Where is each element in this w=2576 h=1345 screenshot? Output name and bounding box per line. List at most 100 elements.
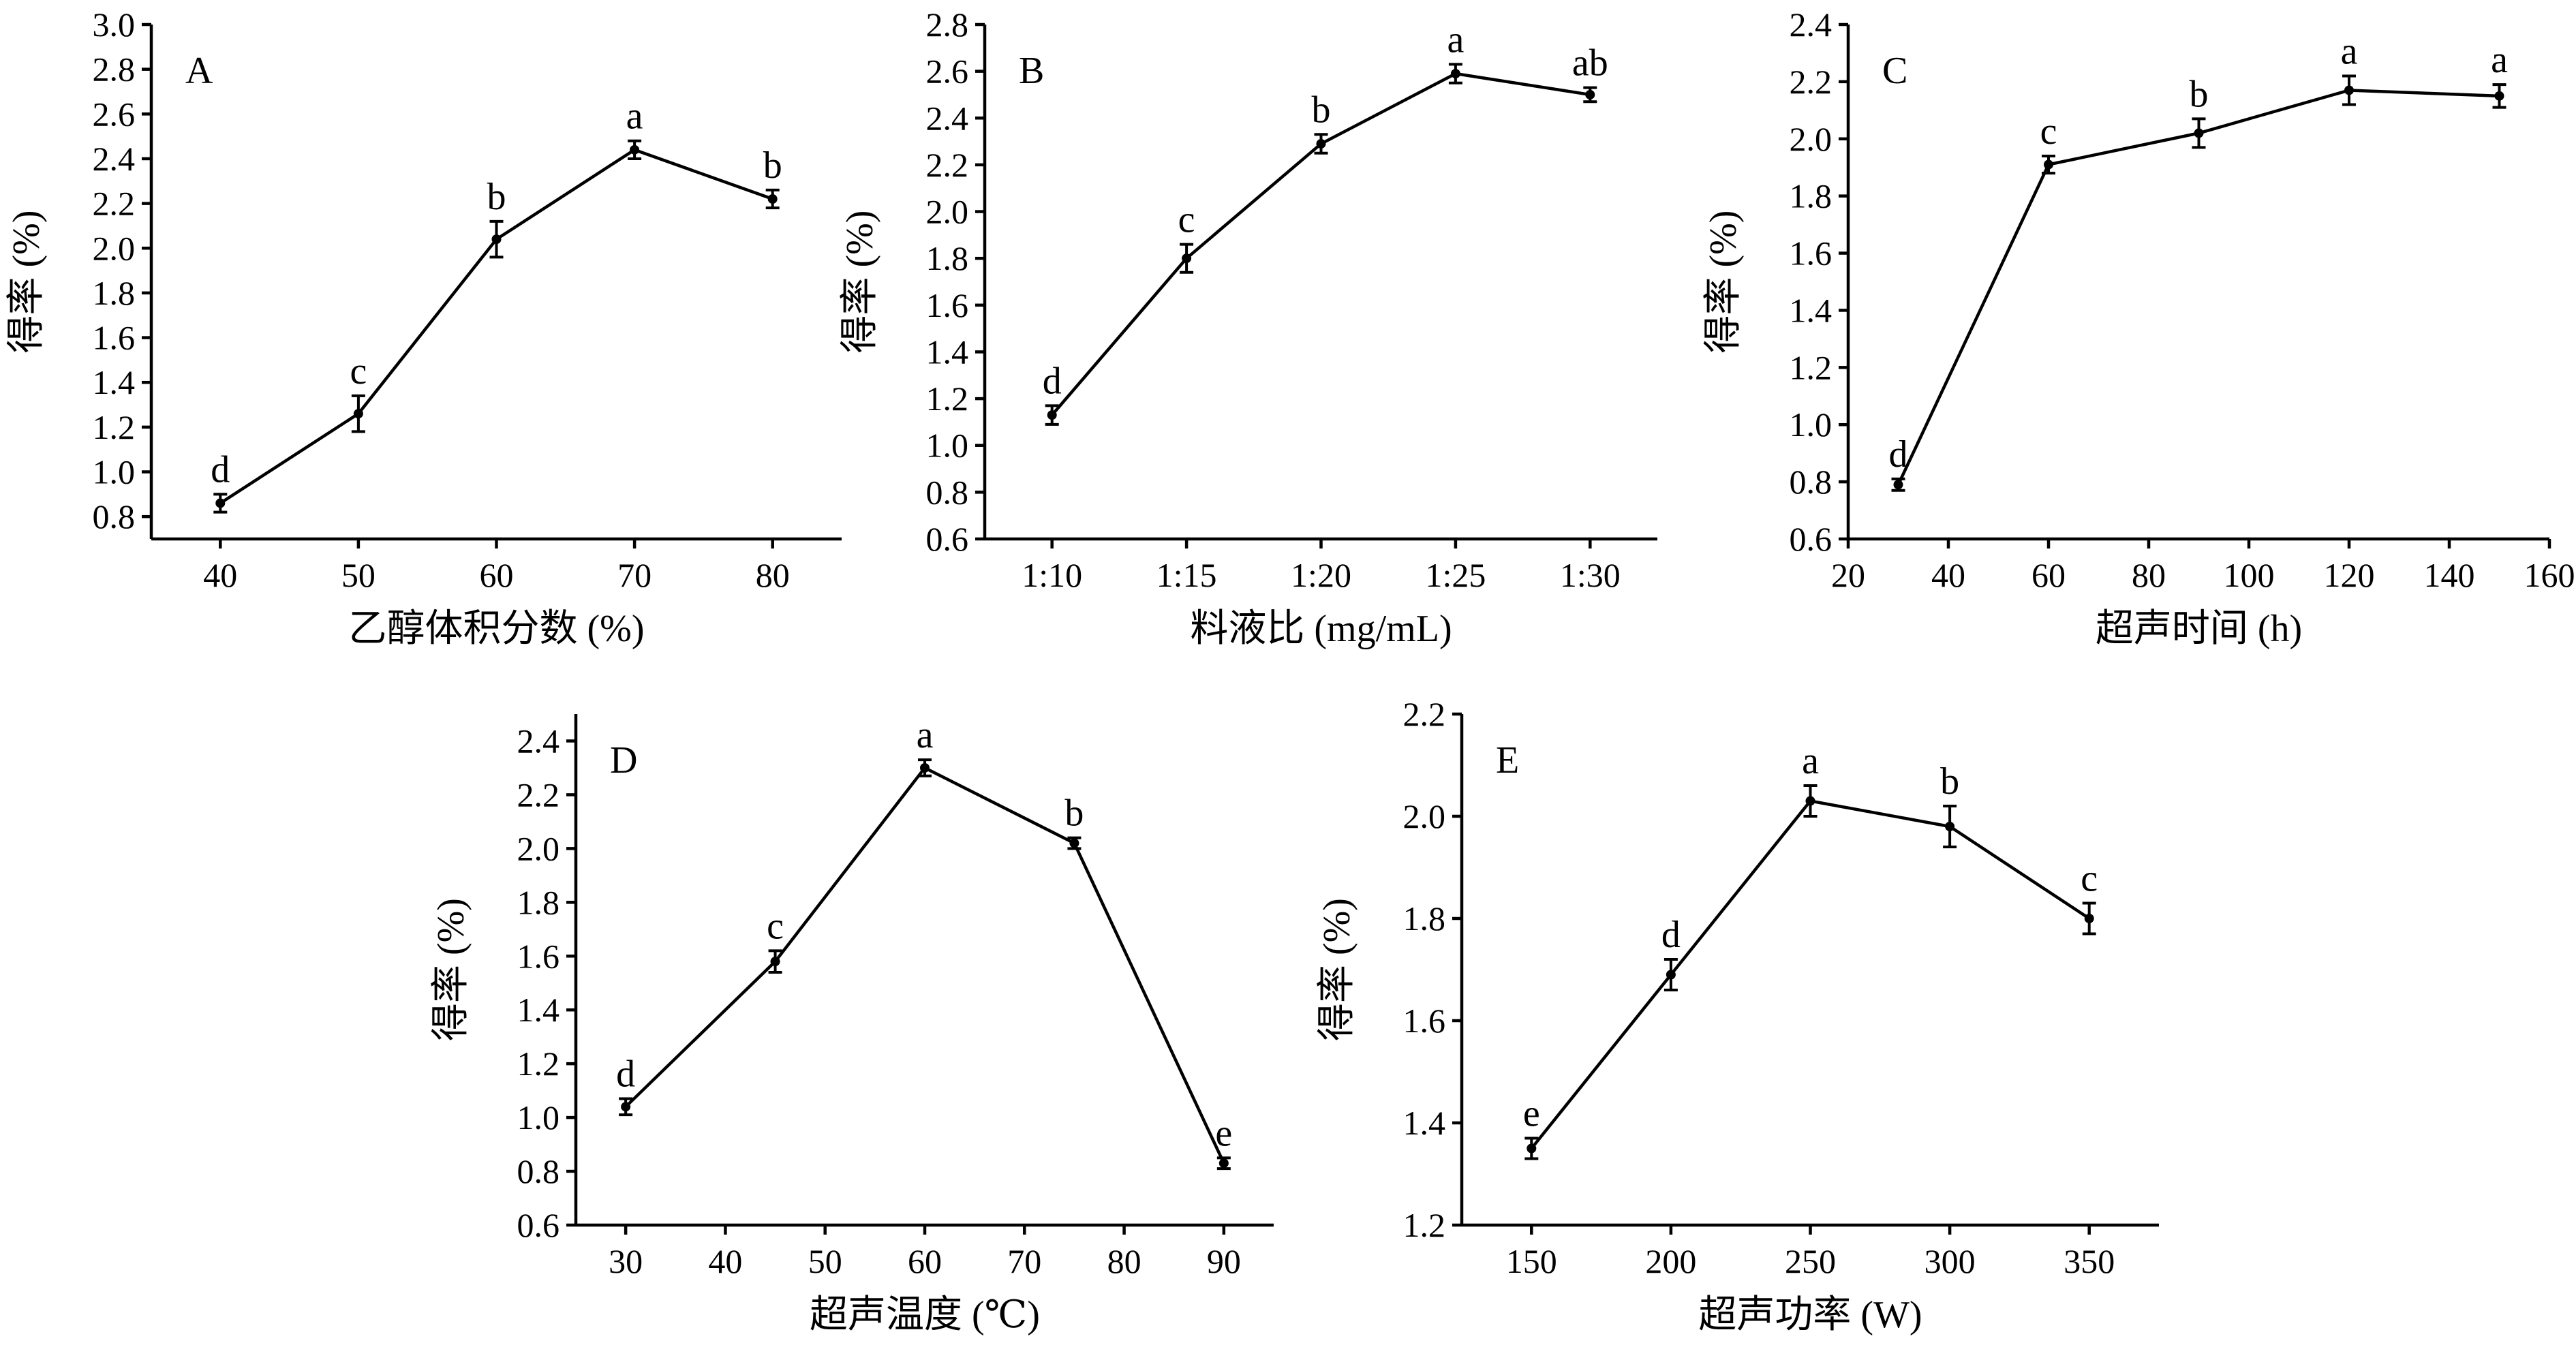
data-point	[353, 409, 363, 419]
data-point	[1182, 253, 1192, 264]
data-point	[1666, 970, 1676, 980]
y-tick-label: 1.6	[517, 937, 560, 975]
x-tick-label: 120	[2324, 556, 2375, 594]
y-tick-label: 1.4	[1790, 291, 1833, 329]
significance-letter: d	[1889, 433, 1908, 476]
x-tick-label: 50	[341, 556, 375, 594]
data-point	[1218, 1158, 1229, 1169]
y-tick-label: 1.4	[926, 333, 969, 371]
significance-letter: c	[2040, 110, 2057, 153]
y-tick-label: 1.2	[1790, 348, 1833, 386]
chart-panel-d: 0.6 0.8 1.0 1.2 1.4 1.6 1.8 2.0 2.2 2.4 30 40 50 60 70…	[430, 714, 1274, 1336]
significance-letter: b	[763, 144, 782, 187]
significance-letter: a	[626, 95, 643, 138]
y-tick-label: 0.8	[926, 473, 969, 511]
y-tick-label: 1.8	[517, 883, 560, 921]
y-tick-label: 2.8	[93, 50, 136, 89]
x-tick-label: 140	[2424, 556, 2475, 594]
x-tick-label: 20	[1831, 556, 1865, 594]
data-point	[630, 144, 640, 155]
data-point	[767, 194, 778, 204]
series-line	[624, 766, 1225, 1164]
x-tick-label: 80	[756, 556, 790, 594]
data-point	[1893, 480, 1903, 490]
panel-label: E	[1496, 739, 1519, 782]
y-tick-label: 0.6	[517, 1206, 560, 1244]
x-tick-label: 160	[2524, 556, 2575, 594]
y-tick-label: 1.6	[926, 286, 969, 324]
x-axis-title: 超声时间 (h)	[2096, 608, 2302, 650]
significance-letter: ab	[1572, 42, 1608, 84]
data-point	[1805, 796, 1815, 806]
y-tick-label: 1.0	[926, 427, 969, 465]
panel-label: B	[1019, 50, 1044, 92]
data-point	[1316, 139, 1326, 149]
y-tick-label: 0.6	[926, 520, 969, 558]
x-tick-label: 90	[1207, 1242, 1241, 1280]
significance-letter: d	[1043, 360, 1062, 402]
y-tick-label: 2.6	[93, 95, 136, 133]
x-tick-label: 40	[203, 556, 237, 594]
series-line	[1530, 799, 2090, 1149]
data-point	[2084, 914, 2094, 923]
x-tick-label: 1:30	[1560, 556, 1621, 594]
data-point	[920, 762, 930, 773]
significance-letter: a	[2341, 31, 2358, 73]
significance-letter: d	[1661, 914, 1681, 956]
data-point	[621, 1102, 631, 1112]
y-tick-label: 1.8	[93, 274, 136, 312]
chart-panel-e: 1.2 1.4 1.6 1.8 2.0 2.2 150 200 250 300 350 超声功率 (W…	[1316, 695, 2159, 1336]
x-tick-label: 1:15	[1156, 556, 1217, 594]
chart-panel-a: 0.8 1.0 1.2 1.4 1.6 1.8 2.0 2.2 2.4 2.6 2.8 3.0 40 50…	[5, 5, 842, 650]
significance-letter: c	[767, 905, 784, 947]
data-point	[1585, 89, 1595, 99]
chart-panel-c: 0.6 0.8 1.0 1.2 1.4 1.6 1.8 2.0 2.2 2.4 20 40 60 80 10…	[1702, 5, 2575, 650]
data-point	[1945, 822, 1955, 831]
x-tick-label: 80	[2132, 556, 2166, 594]
y-tick-label: 2.4	[1790, 5, 1833, 44]
y-tick-label: 1.8	[1790, 177, 1833, 215]
y-tick-label: 0.8	[93, 497, 136, 536]
y-tick-label: 0.6	[1790, 520, 1833, 558]
x-axis-title: 料液比 (mg/mL)	[1190, 608, 1452, 650]
y-tick-label: 0.8	[1790, 463, 1833, 501]
x-tick-label: 40	[708, 1242, 742, 1280]
data-point	[2344, 85, 2354, 95]
x-tick-label: 40	[1931, 556, 1965, 594]
y-axis-title: 得率 (%)	[1702, 211, 1745, 354]
significance-letter: c	[350, 350, 367, 392]
significance-letter: a	[917, 714, 934, 756]
data-point	[215, 498, 226, 508]
y-axis-title: 得率 (%)	[839, 211, 881, 354]
y-axis-title: 得率 (%)	[5, 211, 48, 354]
y-tick-label: 1.6	[1790, 234, 1833, 273]
y-tick-label: 2.2	[93, 185, 136, 223]
y-tick-label: 2.4	[93, 140, 136, 178]
y-tick-label: 2.6	[926, 52, 969, 91]
x-tick-label: 1:20	[1291, 556, 1351, 594]
y-tick-label: 1.2	[1403, 1206, 1446, 1244]
significance-letter: b	[1940, 760, 1959, 803]
y-tick-label: 2.0	[93, 229, 136, 267]
data-point	[1450, 69, 1460, 79]
y-tick-label: 1.2	[93, 408, 136, 446]
x-tick-label: 30	[609, 1242, 643, 1280]
chart-panel-b: 0.6 0.8 1.0 1.2 1.4 1.6 1.8 2.0 2.2 2.4 2.6 2.8 1:10…	[839, 5, 1657, 650]
x-tick-label: 150	[1506, 1242, 1557, 1280]
y-tick-label: 2.0	[1790, 120, 1833, 158]
significance-letter: a	[2491, 39, 2508, 81]
significance-letter: c	[2081, 858, 2098, 900]
data-point	[770, 957, 780, 967]
y-tick-label: 1.6	[1403, 1002, 1446, 1040]
x-tick-label: 250	[1785, 1242, 1836, 1280]
y-tick-label: 1.4	[517, 991, 560, 1029]
x-tick-label: 70	[617, 556, 651, 594]
x-tick-label: 350	[2064, 1242, 2115, 1280]
data-point	[2044, 159, 2053, 170]
data-point	[2194, 128, 2204, 138]
y-axis-title: 得率 (%)	[1316, 898, 1358, 1041]
y-tick-label: 2.2	[1403, 695, 1446, 733]
x-tick-label: 300	[1925, 1242, 1976, 1280]
data-point	[1047, 410, 1057, 420]
y-tick-label: 1.4	[1403, 1104, 1446, 1142]
